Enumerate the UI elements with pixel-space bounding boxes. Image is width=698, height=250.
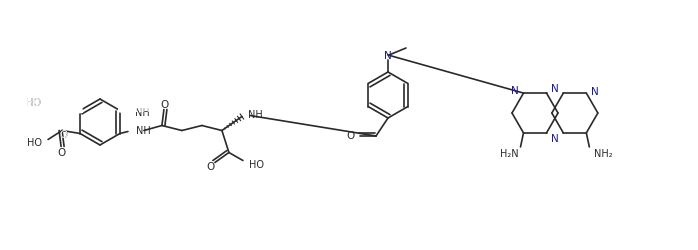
Text: N: N [551, 134, 559, 143]
Text: O: O [57, 147, 65, 157]
Text: NH: NH [248, 110, 262, 120]
Text: HO: HO [26, 98, 41, 108]
Text: NH: NH [136, 126, 151, 136]
Text: O: O [207, 162, 215, 172]
Text: N: N [384, 51, 392, 61]
Text: NH: NH [135, 104, 149, 114]
Text: O: O [347, 130, 355, 140]
Text: HO: HO [27, 138, 42, 148]
Text: O: O [59, 130, 67, 140]
Text: N: N [591, 87, 599, 97]
Text: NH₂: NH₂ [594, 148, 613, 158]
Text: N: N [551, 84, 559, 94]
Text: H₂N: H₂N [500, 148, 519, 158]
Text: O: O [59, 130, 67, 140]
Text: HO: HO [249, 160, 264, 170]
Text: N: N [511, 86, 519, 96]
Text: O: O [161, 100, 169, 110]
Text: NH: NH [135, 107, 149, 117]
Text: HO: HO [26, 98, 41, 108]
